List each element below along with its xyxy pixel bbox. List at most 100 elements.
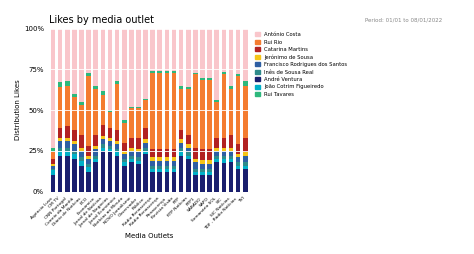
Bar bbox=[100, 144, 105, 148]
Bar bbox=[228, 162, 233, 192]
Bar bbox=[51, 175, 55, 192]
Bar bbox=[58, 141, 63, 148]
Bar bbox=[51, 169, 55, 170]
Bar bbox=[172, 161, 176, 166]
Bar bbox=[200, 78, 205, 80]
Bar bbox=[129, 107, 134, 108]
Bar bbox=[228, 89, 233, 135]
Bar bbox=[221, 28, 226, 72]
Bar bbox=[122, 166, 127, 192]
Bar bbox=[93, 89, 98, 135]
Bar bbox=[115, 149, 119, 152]
Bar bbox=[193, 159, 198, 162]
Bar bbox=[93, 86, 98, 89]
Bar bbox=[108, 149, 112, 152]
Bar bbox=[136, 157, 141, 161]
Bar bbox=[93, 162, 98, 192]
Bar bbox=[172, 166, 176, 169]
Bar bbox=[86, 76, 91, 146]
Bar bbox=[65, 148, 70, 151]
Bar bbox=[228, 148, 233, 151]
Bar bbox=[200, 172, 205, 175]
Bar bbox=[100, 151, 105, 192]
Bar bbox=[200, 169, 205, 172]
Bar bbox=[150, 172, 155, 192]
Bar bbox=[79, 102, 84, 105]
Bar bbox=[236, 169, 240, 192]
Bar bbox=[207, 28, 212, 78]
Bar bbox=[129, 156, 134, 159]
Bar bbox=[100, 148, 105, 151]
Bar bbox=[243, 156, 247, 162]
Bar bbox=[136, 28, 141, 107]
Bar bbox=[129, 138, 134, 148]
Bar bbox=[122, 159, 127, 162]
Bar bbox=[100, 90, 105, 96]
Bar bbox=[65, 126, 70, 138]
Bar bbox=[93, 146, 98, 149]
Bar bbox=[214, 151, 219, 156]
Bar bbox=[143, 128, 148, 139]
Bar bbox=[150, 71, 155, 73]
Bar bbox=[207, 172, 212, 175]
Bar bbox=[164, 73, 169, 149]
Bar bbox=[172, 28, 176, 71]
Bar bbox=[172, 157, 176, 161]
Bar bbox=[214, 28, 219, 100]
Bar bbox=[236, 74, 240, 76]
Bar bbox=[143, 139, 148, 143]
Bar bbox=[58, 128, 63, 138]
Bar bbox=[58, 28, 63, 82]
Bar bbox=[186, 148, 191, 152]
Bar bbox=[79, 135, 84, 148]
Bar bbox=[214, 102, 219, 138]
Bar bbox=[108, 110, 112, 112]
Bar bbox=[207, 80, 212, 149]
Bar bbox=[86, 159, 91, 164]
X-axis label: Media Outlets: Media Outlets bbox=[125, 233, 173, 239]
Bar bbox=[136, 108, 141, 138]
Bar bbox=[207, 169, 212, 172]
Bar bbox=[51, 164, 55, 166]
Bar bbox=[72, 159, 77, 192]
Bar bbox=[86, 146, 91, 156]
Bar bbox=[79, 157, 84, 161]
Bar bbox=[51, 170, 55, 175]
Bar bbox=[236, 154, 240, 157]
Bar bbox=[157, 28, 162, 71]
Bar bbox=[86, 28, 91, 73]
Bar bbox=[164, 172, 169, 192]
Bar bbox=[65, 138, 70, 141]
Bar bbox=[136, 138, 141, 149]
Bar bbox=[72, 130, 77, 141]
Text: Period: 01/01 to 08/01/2022: Period: 01/01 to 08/01/2022 bbox=[365, 18, 442, 23]
Bar bbox=[58, 156, 63, 192]
Bar bbox=[122, 120, 127, 123]
Bar bbox=[186, 152, 191, 156]
Bar bbox=[221, 138, 226, 148]
Bar bbox=[179, 28, 183, 86]
Bar bbox=[221, 151, 226, 156]
Bar bbox=[221, 72, 226, 74]
Bar bbox=[108, 112, 112, 128]
Bar bbox=[214, 159, 219, 162]
Bar bbox=[243, 169, 247, 192]
Bar bbox=[51, 159, 55, 164]
Bar bbox=[179, 139, 183, 143]
Bar bbox=[58, 138, 63, 141]
Bar bbox=[79, 161, 84, 166]
Bar bbox=[157, 157, 162, 161]
Bar bbox=[157, 71, 162, 73]
Bar bbox=[122, 28, 127, 120]
Bar bbox=[236, 157, 240, 162]
Bar bbox=[108, 152, 112, 192]
Bar bbox=[164, 166, 169, 169]
Bar bbox=[51, 152, 55, 159]
Bar bbox=[214, 100, 219, 102]
Bar bbox=[115, 141, 119, 144]
Bar bbox=[108, 28, 112, 110]
Bar bbox=[58, 148, 63, 151]
Bar bbox=[150, 149, 155, 157]
Bar bbox=[79, 166, 84, 192]
Bar bbox=[164, 169, 169, 172]
